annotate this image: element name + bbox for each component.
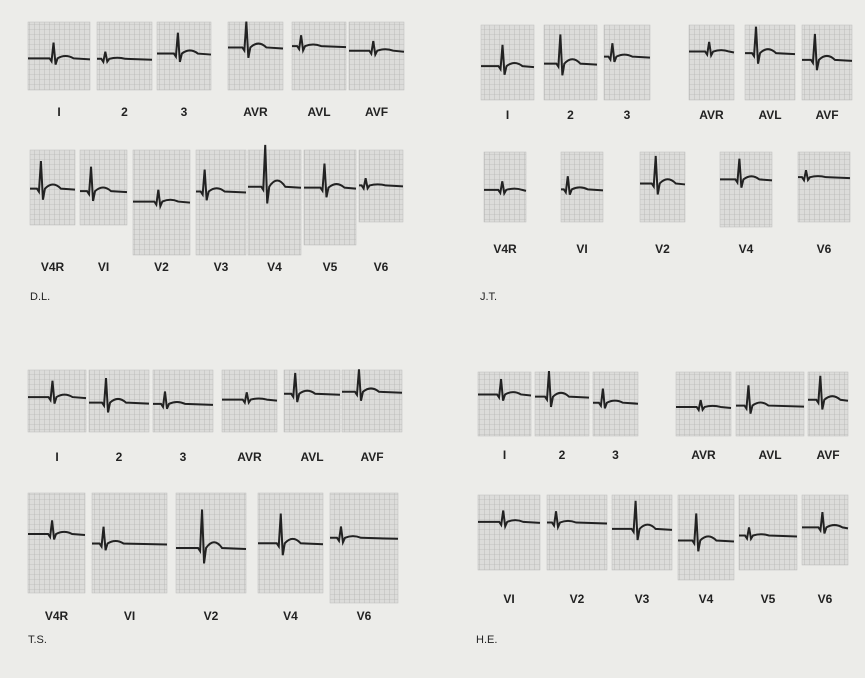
ecg-strip: [676, 372, 731, 436]
ecg-strip: [330, 493, 398, 603]
lead-label: V4: [283, 609, 298, 623]
lead-label: AVR: [699, 108, 724, 122]
lead-label: AVF: [816, 448, 839, 462]
lead-label: V2: [570, 592, 585, 606]
lead-label: VI: [98, 260, 109, 274]
ecg-strip: [612, 495, 672, 570]
lead-label: V3: [635, 592, 650, 606]
lead-label: V5: [323, 260, 338, 274]
lead-label: AVF: [360, 450, 383, 464]
lead-label: 3: [612, 448, 619, 462]
lead-label: V4R: [493, 242, 517, 256]
ecg-strip: [28, 493, 85, 593]
ecg-strip: [342, 370, 402, 432]
lead-label: AVF: [815, 108, 838, 122]
lead-label: AVL: [300, 450, 323, 464]
patient-label: D.L.: [30, 291, 50, 303]
patient-label: H.E.: [476, 634, 497, 646]
ecg-strip: [196, 150, 246, 255]
lead-label: V4: [739, 242, 754, 256]
lead-label: 2: [121, 105, 128, 119]
ecg-strip: [689, 25, 734, 100]
lead-label: 2: [559, 448, 566, 462]
lead-label: V2: [655, 242, 670, 256]
lead-label: I: [55, 450, 58, 464]
lead-label: V4: [267, 260, 282, 274]
ecg-strip: [640, 152, 685, 222]
ecg-strip: [544, 25, 597, 100]
lead-label: V6: [817, 242, 832, 256]
lead-label: AVL: [307, 105, 330, 119]
figure: D.L. I 2 3 AVR AVL AVF V4R VI V2 V3 V4 V5 V6 J.T. I 2 3 AV…: [0, 0, 865, 678]
ecg-strip: [484, 152, 526, 222]
lead-label: AVF: [365, 105, 388, 119]
lead-label: 3: [180, 450, 187, 464]
lead-label: I: [57, 105, 60, 119]
lead-label: 3: [624, 108, 631, 122]
ecg-strip: [349, 22, 404, 90]
lead-label: VI: [576, 242, 587, 256]
lead-label: VI: [124, 609, 135, 623]
lead-label: 2: [567, 108, 574, 122]
ecg-strip: [292, 22, 346, 90]
lead-label: 3: [181, 105, 188, 119]
lead-label: AVR: [243, 105, 268, 119]
ecg-strip: [547, 495, 607, 570]
lead-label: I: [506, 108, 509, 122]
lead-label: AVL: [758, 108, 781, 122]
ecg-strip: [157, 22, 211, 90]
ecg-strip: [89, 370, 149, 432]
ecg-strip: [228, 22, 283, 90]
lead-label: V6: [357, 609, 372, 623]
lead-label: V4: [699, 592, 714, 606]
ecg-strip: [304, 150, 356, 245]
ecg-strip: [802, 25, 852, 100]
ecg-strip: [720, 152, 772, 227]
lead-label: AVL: [758, 448, 781, 462]
lead-label: V6: [374, 260, 389, 274]
lead-label: AVR: [691, 448, 716, 462]
ecg-strip: [745, 25, 795, 100]
lead-label: V3: [214, 260, 229, 274]
lead-label: V2: [154, 260, 169, 274]
patient-label: T.S.: [28, 634, 47, 646]
ecg-strip: [604, 25, 650, 100]
ecg-strip: [478, 372, 531, 436]
lead-label: AVR: [237, 450, 262, 464]
ecg-strip: [28, 370, 86, 432]
ecg-strip: [808, 372, 848, 436]
ecg-strip: [153, 370, 213, 432]
ecg-strip: [481, 25, 534, 100]
ecg-strip: [284, 370, 340, 432]
ecg-strip: [478, 495, 540, 570]
patient-label: J.T.: [480, 291, 497, 303]
ecg-strip: [248, 150, 301, 255]
lead-label: V2: [204, 609, 219, 623]
lead-label: 2: [116, 450, 123, 464]
ecg-strip: [28, 22, 90, 90]
ecg-strip: [535, 372, 589, 436]
lead-label: V4R: [41, 260, 65, 274]
lead-label: I: [503, 448, 506, 462]
lead-label: V5: [761, 592, 776, 606]
lead-label: V6: [818, 592, 833, 606]
ecg-strip: [30, 150, 75, 225]
lead-label: VI: [503, 592, 514, 606]
ecg-strip: [798, 152, 850, 222]
lead-label: V4R: [45, 609, 69, 623]
